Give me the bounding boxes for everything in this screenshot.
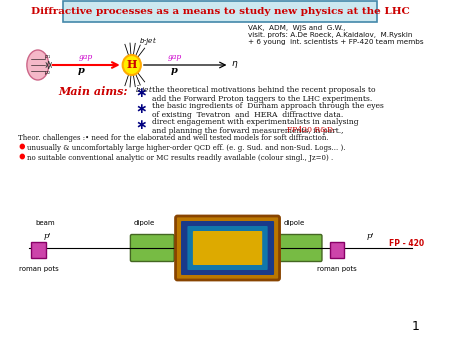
Text: gap: gap (167, 53, 182, 61)
Text: roman pots: roman pots (19, 266, 58, 272)
Text: beam: beam (35, 220, 55, 226)
Ellipse shape (27, 50, 49, 80)
Text: FP420 R&D.: FP420 R&D. (287, 126, 335, 134)
Text: $p_2$: $p_2$ (44, 69, 51, 77)
Text: p: p (171, 66, 178, 75)
Text: ∗: ∗ (135, 102, 147, 116)
Text: dipole: dipole (134, 220, 155, 226)
Text: no suitable conventional analytic or MC results readily available (colour singl.: no suitable conventional analytic or MC … (27, 154, 333, 162)
FancyBboxPatch shape (63, 1, 377, 22)
Text: $b$-jet: $b$-jet (139, 35, 157, 47)
FancyBboxPatch shape (130, 235, 174, 262)
Text: Main aims:: Main aims: (59, 86, 128, 97)
Text: 1: 1 (412, 320, 420, 333)
Text: the basic ingredients of  Durham approach through the eyes
of existing  Tevatron: the basic ingredients of Durham approach… (152, 102, 384, 119)
Text: $\bar{b}$-jet: $\bar{b}$-jet (135, 84, 153, 97)
Text: $\eta$: $\eta$ (231, 59, 239, 70)
Text: the theoretical motivations behind the recent proposals to
add the Forward Proto: the theoretical motivations behind the r… (152, 86, 375, 103)
Circle shape (20, 154, 24, 159)
Text: $p_1$: $p_1$ (44, 53, 51, 61)
Text: ∗: ∗ (135, 118, 147, 132)
FancyBboxPatch shape (187, 226, 268, 270)
Text: ∗: ∗ (135, 86, 147, 100)
Text: p: p (78, 66, 85, 75)
Ellipse shape (123, 55, 141, 75)
Text: roman pots: roman pots (317, 266, 357, 272)
Text: p': p' (367, 232, 374, 240)
Text: + 6 young  int. scientists + FP-420 team membs: + 6 young int. scientists + FP-420 team … (248, 39, 423, 45)
Text: FP - 420: FP - 420 (389, 239, 424, 247)
Text: direct engagement with experimentalists in analysing
and planning the forward me: direct engagement with experimentalists … (152, 118, 359, 135)
FancyBboxPatch shape (330, 242, 344, 258)
FancyBboxPatch shape (32, 242, 46, 258)
Text: H: H (126, 59, 137, 71)
Text: dipole: dipole (284, 220, 306, 226)
FancyBboxPatch shape (176, 216, 279, 280)
Text: gap: gap (79, 53, 93, 61)
Text: p': p' (44, 232, 52, 240)
Text: visit. profs: A.De Roeck, A.Kaidalov,  M.Ryskin: visit. profs: A.De Roeck, A.Kaidalov, M.… (248, 32, 412, 38)
Text: Theor. challenges :• need for the elaborated and well tested models for soft dif: Theor. challenges :• need for the elabor… (18, 134, 328, 142)
Text: unusually & uncomfortably large higher-order QCD eff. (e. g. Sud. and non-Sud. L: unusually & uncomfortably large higher-o… (27, 144, 345, 152)
Circle shape (20, 144, 24, 149)
Text: VAK,  ADM,  WJS and  G.W.,: VAK, ADM, WJS and G.W., (248, 25, 345, 31)
Text: Diffractive processes as a means to study new physics at the LHC: Diffractive processes as a means to stud… (31, 7, 410, 16)
FancyBboxPatch shape (193, 231, 262, 265)
FancyBboxPatch shape (278, 235, 322, 262)
FancyBboxPatch shape (181, 221, 274, 275)
